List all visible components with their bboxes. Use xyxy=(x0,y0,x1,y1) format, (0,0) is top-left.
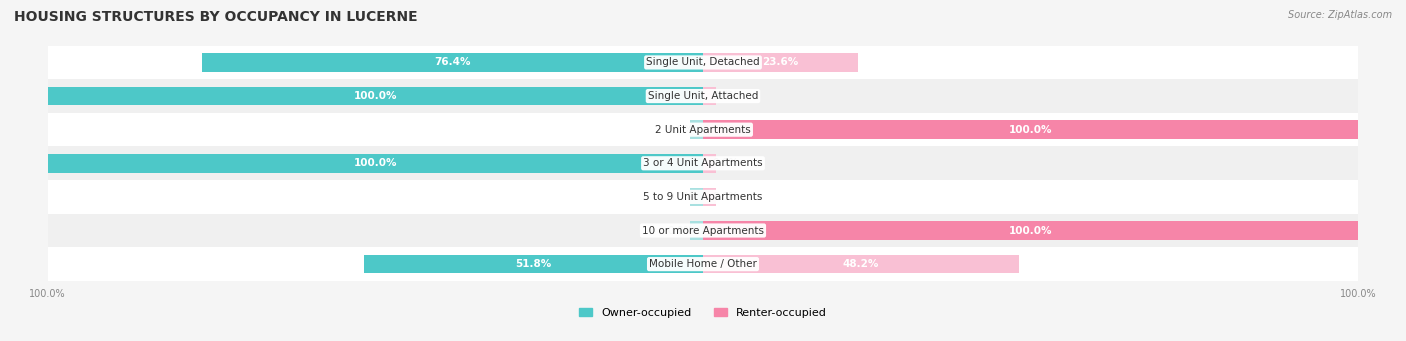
Text: 100.0%: 100.0% xyxy=(1010,225,1052,236)
Bar xyxy=(364,255,703,273)
Bar xyxy=(48,180,1358,214)
Text: 0.0%: 0.0% xyxy=(666,225,693,236)
Text: HOUSING STRUCTURES BY OCCUPANCY IN LUCERNE: HOUSING STRUCTURES BY OCCUPANCY IN LUCER… xyxy=(14,10,418,24)
Text: 100.0%: 100.0% xyxy=(1010,125,1052,135)
Text: 3 or 4 Unit Apartments: 3 or 4 Unit Apartments xyxy=(643,158,763,168)
Text: 23.6%: 23.6% xyxy=(762,57,799,68)
Text: 2 Unit Apartments: 2 Unit Apartments xyxy=(655,125,751,135)
Text: 0.0%: 0.0% xyxy=(666,125,693,135)
Bar xyxy=(690,120,703,139)
Bar xyxy=(48,154,703,173)
Text: 48.2%: 48.2% xyxy=(842,259,879,269)
Bar xyxy=(703,87,716,105)
Text: 0.0%: 0.0% xyxy=(713,192,740,202)
Text: 100.0%: 100.0% xyxy=(354,91,396,101)
Text: 51.8%: 51.8% xyxy=(515,259,551,269)
Text: 76.4%: 76.4% xyxy=(434,57,471,68)
Text: 0.0%: 0.0% xyxy=(713,91,740,101)
Text: Source: ZipAtlas.com: Source: ZipAtlas.com xyxy=(1288,10,1392,20)
Bar xyxy=(48,214,1358,247)
Bar xyxy=(48,247,1358,281)
Bar xyxy=(703,53,858,72)
Text: 5 to 9 Unit Apartments: 5 to 9 Unit Apartments xyxy=(644,192,762,202)
Text: Single Unit, Detached: Single Unit, Detached xyxy=(647,57,759,68)
Bar xyxy=(48,79,1358,113)
Bar xyxy=(703,188,716,206)
Bar xyxy=(690,188,703,206)
Bar xyxy=(703,154,716,173)
Bar xyxy=(703,255,1019,273)
Text: 0.0%: 0.0% xyxy=(666,192,693,202)
Bar xyxy=(703,221,1358,240)
Bar xyxy=(48,113,1358,147)
Bar xyxy=(48,147,1358,180)
Text: 100.0%: 100.0% xyxy=(354,158,396,168)
Legend: Owner-occupied, Renter-occupied: Owner-occupied, Renter-occupied xyxy=(575,303,831,322)
Text: Single Unit, Attached: Single Unit, Attached xyxy=(648,91,758,101)
Bar xyxy=(48,46,1358,79)
Bar xyxy=(703,120,1358,139)
Bar xyxy=(690,221,703,240)
Text: 0.0%: 0.0% xyxy=(713,158,740,168)
Bar xyxy=(48,87,703,105)
Text: Mobile Home / Other: Mobile Home / Other xyxy=(650,259,756,269)
Bar xyxy=(202,53,703,72)
Text: 10 or more Apartments: 10 or more Apartments xyxy=(643,225,763,236)
